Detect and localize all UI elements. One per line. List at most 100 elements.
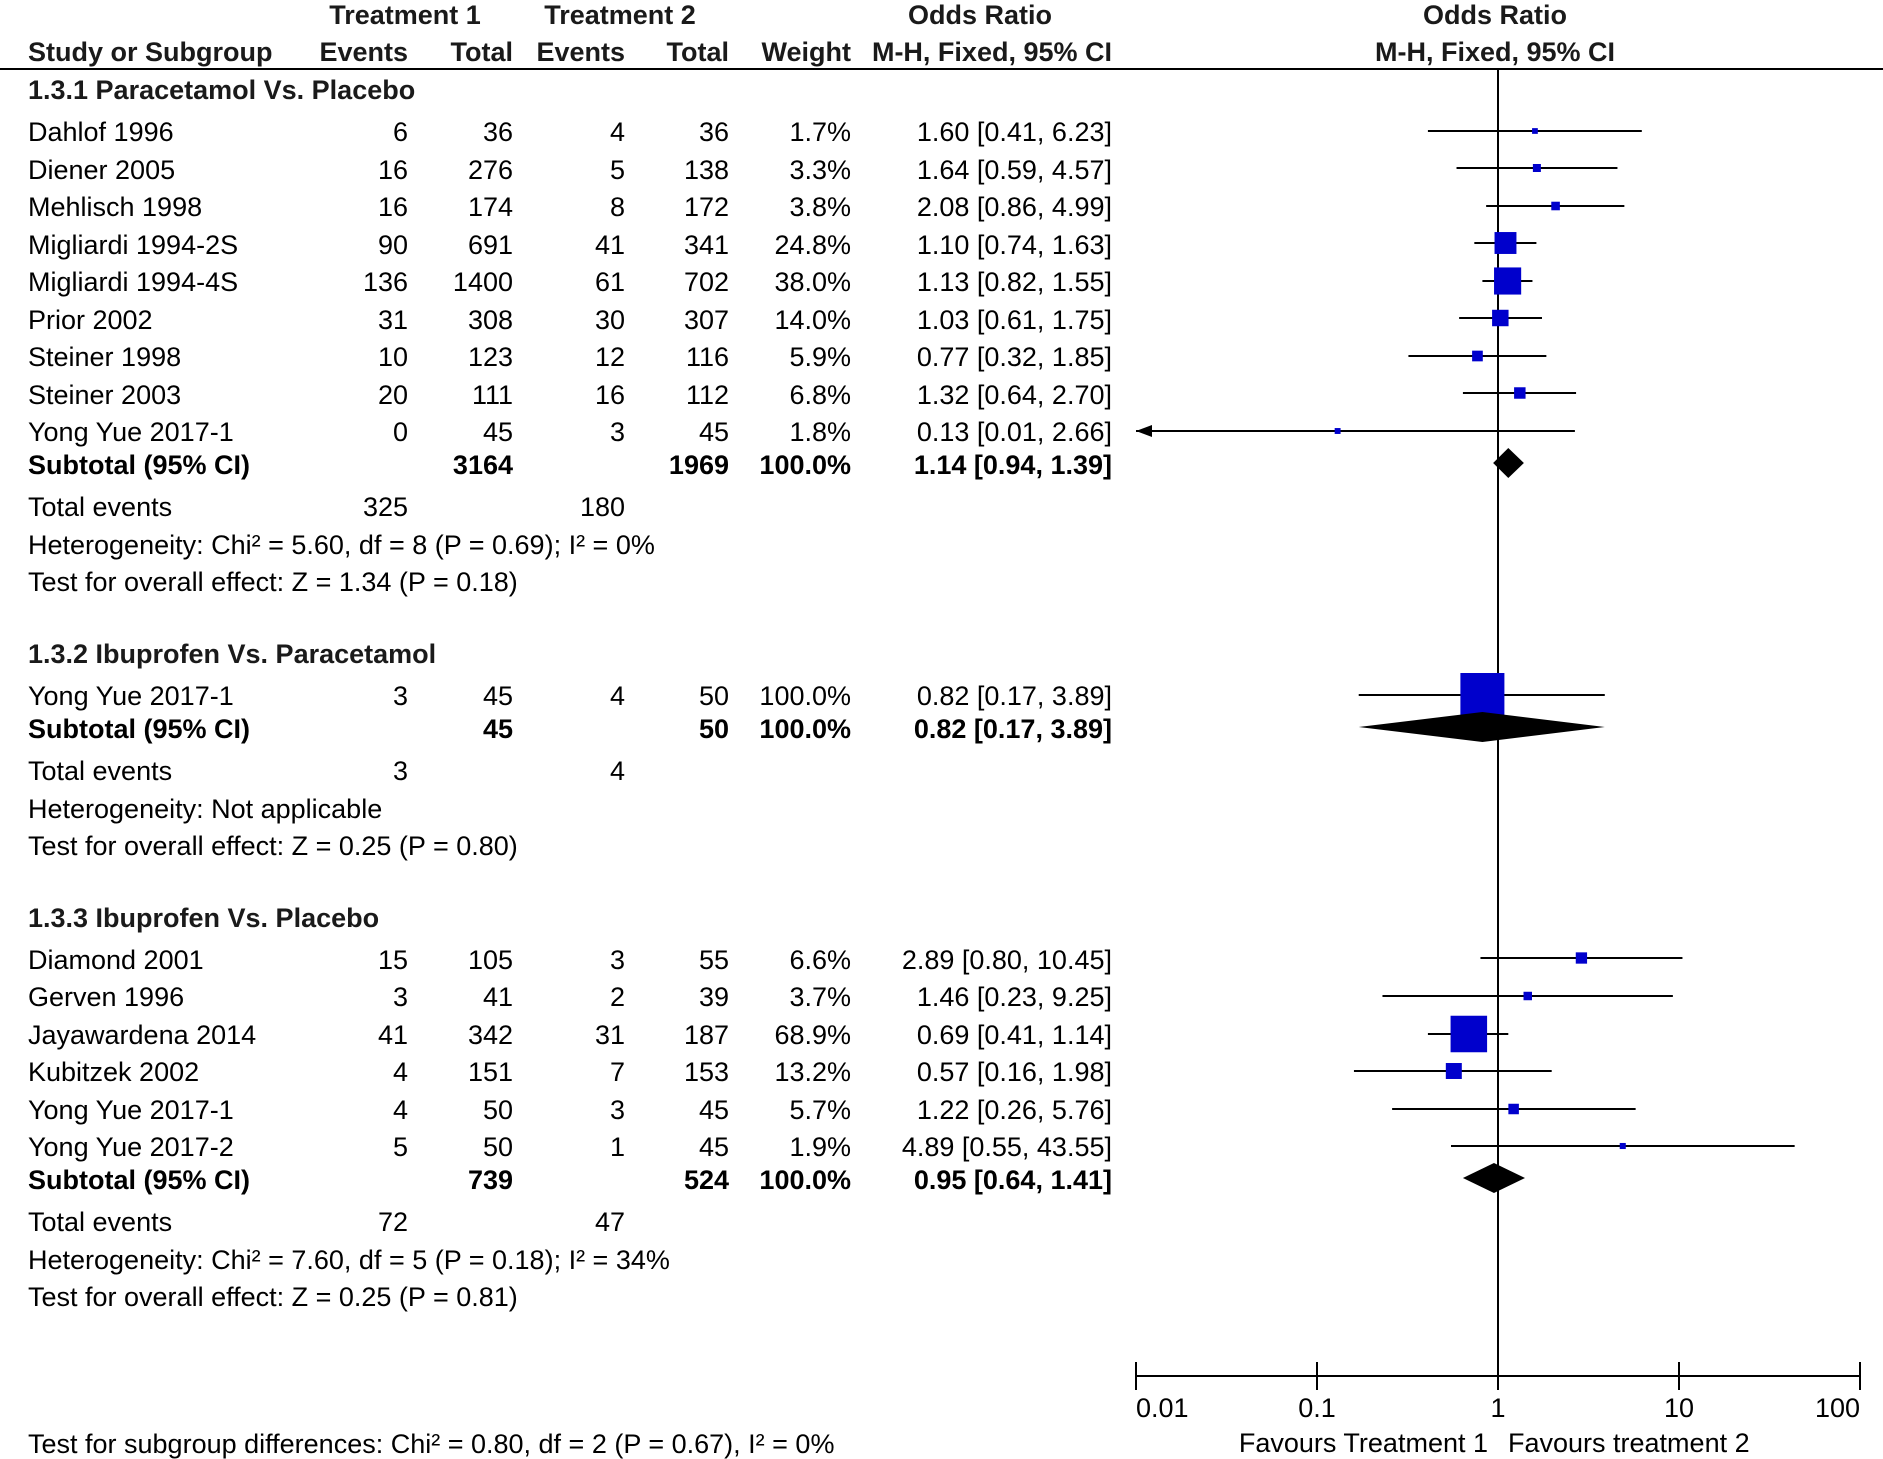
total2-cell: 50 xyxy=(698,681,729,711)
subtotal-total1: 45 xyxy=(482,714,513,744)
x-tick-label: 0.01 xyxy=(1136,1393,1189,1423)
events1-cell: 15 xyxy=(377,945,408,975)
weight-cell: 68.9% xyxy=(774,1020,851,1050)
study-name: Yong Yue 2017-2 xyxy=(28,1132,234,1162)
weight-cell: 3.8% xyxy=(789,192,851,222)
study-marker xyxy=(1514,387,1526,399)
total1-cell: 45 xyxy=(482,681,513,711)
subtotal-diamond xyxy=(1462,1163,1526,1193)
study-name: Yong Yue 2017-1 xyxy=(28,417,234,447)
total1-cell: 308 xyxy=(467,305,513,335)
events1-cell: 10 xyxy=(377,342,408,372)
weight-cell: 1.7% xyxy=(789,117,851,147)
subtotal-weight: 100.0% xyxy=(759,1165,851,1195)
total2-cell: 45 xyxy=(698,1132,729,1162)
events1-cell: 5 xyxy=(392,1132,408,1162)
events1-cell: 0 xyxy=(392,417,408,447)
study-marker xyxy=(1494,232,1517,254)
weight-cell: 6.8% xyxy=(789,380,851,410)
group-title: 1.3.1 Paracetamol Vs. Placebo xyxy=(28,75,416,105)
ci-cell: 1.32 [0.64, 2.70] xyxy=(916,380,1112,410)
odds-ratio-header: Odds Ratio xyxy=(907,0,1052,30)
events2-cell: 3 xyxy=(609,417,625,447)
events1-cell: 90 xyxy=(377,230,408,260)
total2-cell: 187 xyxy=(683,1020,729,1050)
events2-cell: 31 xyxy=(594,1020,625,1050)
events1-cell: 4 xyxy=(392,1095,408,1125)
ci-cell: 0.69 [0.41, 1.14] xyxy=(916,1020,1112,1050)
study-name: Dahlof 1996 xyxy=(28,117,174,147)
heterogeneity-text: Heterogeneity: Not applicable xyxy=(28,794,383,824)
events1-cell: 3 xyxy=(392,681,408,711)
study-marker xyxy=(1334,428,1341,434)
events2-cell: 5 xyxy=(609,155,625,185)
events2-cell: 8 xyxy=(609,192,625,222)
total1-cell: 691 xyxy=(467,230,513,260)
events2-cell: 30 xyxy=(594,305,625,335)
study-marker xyxy=(1460,673,1505,717)
subtotal-label: Subtotal (95% CI) xyxy=(28,1165,251,1195)
ci-cell: 1.03 [0.61, 1.75] xyxy=(916,305,1112,335)
study-name: Gerven 1996 xyxy=(28,982,185,1012)
ci-cell: 1.10 [0.74, 1.63] xyxy=(916,230,1112,260)
total-events1: 72 xyxy=(377,1207,408,1237)
total1-cell: 1400 xyxy=(452,267,513,297)
group-title: 1.3.3 Ibuprofen Vs. Placebo xyxy=(28,903,380,933)
weight-cell: 1.9% xyxy=(789,1132,851,1162)
total1-cell: 111 xyxy=(471,380,513,410)
total1-column-header: Total xyxy=(450,37,514,67)
total1-cell: 45 xyxy=(482,417,513,447)
ci-cell: 1.64 [0.59, 4.57] xyxy=(916,155,1112,185)
study-name: Kubitzek 2002 xyxy=(28,1057,200,1087)
events1-cell: 16 xyxy=(377,155,408,185)
weight-cell: 3.3% xyxy=(789,155,851,185)
events2-cell: 2 xyxy=(609,982,625,1012)
total2-cell: 307 xyxy=(683,305,729,335)
subtotal-total1: 3164 xyxy=(452,450,513,480)
overall-effect-text: Test for overall effect: Z = 0.25 (P = 0… xyxy=(28,1282,518,1312)
events1-cell: 4 xyxy=(392,1057,408,1087)
total1-cell: 342 xyxy=(467,1020,513,1050)
study-column-header: Study or Subgroup xyxy=(28,37,273,67)
weight-cell: 3.7% xyxy=(789,982,851,1012)
weight-cell: 6.6% xyxy=(789,945,851,975)
ci-cell: 4.89 [0.55, 43.55] xyxy=(901,1132,1112,1162)
study-marker xyxy=(1575,952,1588,964)
study-marker xyxy=(1494,267,1522,295)
total-events-label: Total events xyxy=(28,756,173,786)
total1-cell: 123 xyxy=(467,342,513,372)
events2-cell: 16 xyxy=(594,380,625,410)
ci-cell: 1.60 [0.41, 6.23] xyxy=(916,117,1112,147)
study-marker xyxy=(1532,164,1541,172)
study-marker xyxy=(1445,1063,1462,1079)
study-marker xyxy=(1450,1015,1488,1053)
ci-cell: 1.13 [0.82, 1.55] xyxy=(916,267,1112,297)
study-name: Diamond 2001 xyxy=(28,945,204,975)
events1-cell: 20 xyxy=(377,380,408,410)
study-name: Prior 2002 xyxy=(28,305,153,335)
study-marker xyxy=(1508,1103,1519,1115)
total2-cell: 138 xyxy=(683,155,729,185)
total-events1: 3 xyxy=(392,756,408,786)
total-events2: 4 xyxy=(609,756,625,786)
weight-cell: 13.2% xyxy=(774,1057,851,1087)
ci-cell: 1.22 [0.26, 5.76] xyxy=(916,1095,1112,1125)
x-tick-label: 1 xyxy=(1490,1393,1505,1423)
overall-effect-text: Test for overall effect: Z = 1.34 (P = 0… xyxy=(28,567,518,597)
events1-cell: 3 xyxy=(392,982,408,1012)
x-tick-label: 10 xyxy=(1664,1393,1694,1423)
study-marker xyxy=(1523,991,1532,1001)
total2-cell: 55 xyxy=(698,945,729,975)
events2-cell: 41 xyxy=(594,230,625,260)
ci-cell: 2.89 [0.80, 10.45] xyxy=(901,945,1112,975)
total1-cell: 151 xyxy=(467,1057,513,1087)
total-events2: 180 xyxy=(579,492,625,522)
ci-cell: 2.08 [0.86, 4.99] xyxy=(916,192,1112,222)
total2-cell: 39 xyxy=(698,982,729,1012)
subtotal-total2: 524 xyxy=(683,1165,729,1195)
weight-cell: 1.8% xyxy=(789,417,851,447)
events2-cell: 7 xyxy=(609,1057,625,1087)
ci-cell: 0.13 [0.01, 2.66] xyxy=(916,417,1112,447)
total2-cell: 702 xyxy=(683,267,729,297)
